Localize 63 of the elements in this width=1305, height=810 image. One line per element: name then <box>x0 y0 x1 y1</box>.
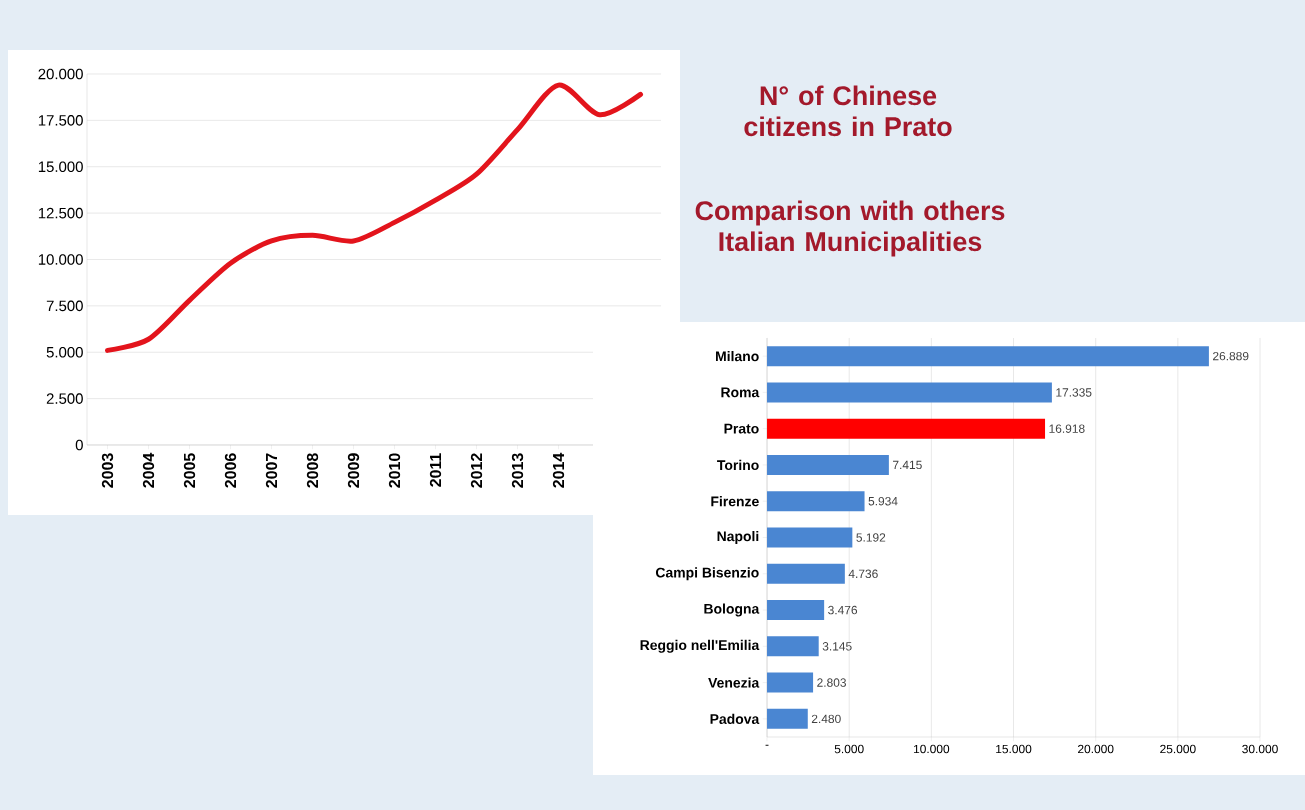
y-tick-label: 17.500 <box>38 115 83 126</box>
y-tick-label: Napoli <box>717 531 759 544</box>
x-tick-label: 2012 <box>470 453 483 488</box>
bar <box>767 491 865 512</box>
y-tick-label: Padova <box>710 713 760 724</box>
bar <box>767 527 853 548</box>
x-tick-label: 30.000 <box>1242 744 1278 754</box>
data-label: 4.736 <box>848 569 878 578</box>
x-tick-label: 2006 <box>224 453 237 488</box>
y-tick-label: Reggio nell'Emilia <box>640 639 760 653</box>
y-tick-label: 15.000 <box>38 161 83 173</box>
y-tick-label: Roma <box>721 387 760 398</box>
data-label: 17.335 <box>1056 388 1092 397</box>
x-tick-label: 20.000 <box>1078 744 1114 754</box>
bar <box>767 636 819 657</box>
y-tick-label: Bologna <box>704 603 760 617</box>
x-tick-label: - <box>765 744 769 746</box>
bar <box>767 708 808 729</box>
x-tick-label: 2004 <box>142 452 155 488</box>
data-label: 3.476 <box>828 605 858 615</box>
y-tick-label: Torino <box>717 459 759 471</box>
x-tick-label: 2003 <box>101 453 114 488</box>
data-label: 26.889 <box>1213 351 1249 361</box>
y-tick-label: 20.000 <box>38 68 83 80</box>
bar <box>767 672 814 693</box>
bar <box>767 563 845 584</box>
y-tick-label: 10.000 <box>38 254 83 265</box>
y-tick-label: 0 <box>75 439 83 451</box>
x-tick-label: 25.000 <box>1160 744 1196 754</box>
data-label: 7.415 <box>893 460 922 470</box>
y-tick-label: 12.500 <box>38 207 83 219</box>
y-tick-label: Firenze <box>711 496 759 507</box>
data-label: 5.934 <box>868 497 898 506</box>
x-tick-label: 2005 <box>183 453 196 488</box>
x-tick-label: 2011 <box>429 453 442 487</box>
bar <box>767 600 825 621</box>
x-tick-label: 2009 <box>347 453 360 488</box>
y-tick-label: Milano <box>716 351 759 362</box>
data-label: 16.918 <box>1049 424 1085 433</box>
y-tick-label: 7.500 <box>46 300 83 312</box>
bar <box>767 454 889 475</box>
x-tick-label: 2008 <box>306 453 319 488</box>
y-tick-label: Prato <box>724 423 759 434</box>
x-tick-label: 2013 <box>511 453 524 488</box>
x-tick-label: 2010 <box>388 453 401 488</box>
data-label: 5.192 <box>856 533 886 542</box>
y-tick-label: 5.000 <box>46 346 83 358</box>
x-tick-label: 10.000 <box>913 744 950 754</box>
x-tick-label: 2014 <box>552 452 565 488</box>
data-label: 2.803 <box>817 678 846 687</box>
x-tick-label: 5.000 <box>834 744 864 754</box>
data-label: 3.145 <box>822 642 852 651</box>
chart-subtitle: Comparison with others Italian Municipalities <box>695 200 1005 257</box>
bar <box>767 418 1046 439</box>
bar <box>767 382 1052 403</box>
y-tick-label: 2.500 <box>46 393 83 404</box>
x-tick-label: 2007 <box>265 453 278 488</box>
data-label: 2.480 <box>811 714 841 724</box>
bar <box>767 346 1209 367</box>
chart-title: N° of Chinese citizens in Prato <box>744 85 952 137</box>
y-tick-label: Campi Bisenzio <box>655 567 759 581</box>
x-tick-label: 15.000 <box>996 744 1032 754</box>
y-tick-label: Venezia <box>708 677 760 688</box>
